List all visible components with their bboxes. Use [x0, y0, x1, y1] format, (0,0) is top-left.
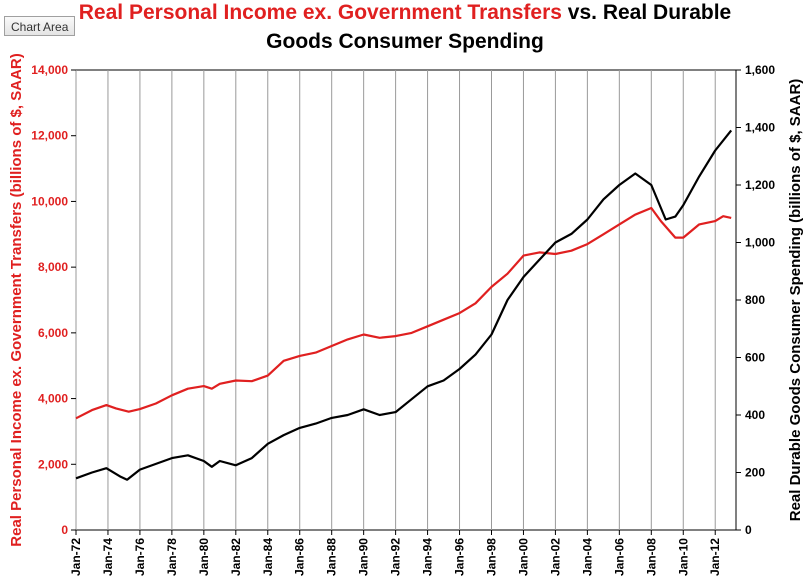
chart-title-red-part: Real Personal Income ex. Government Tran… [78, 1, 562, 24]
right-axis-title: Real Durable Goods Consumer Spending (bi… [787, 79, 804, 522]
x-tick-label: Jan-74 [101, 538, 115, 576]
right-tick-label: 1,400 [745, 121, 775, 135]
x-tick-label: Jan-08 [644, 538, 658, 576]
right-axis-ticks: 0 200 400 600 800 1,000 1,200 1,400 1,600 [736, 63, 775, 537]
left-tick-label: 12,000 [31, 129, 68, 143]
chart-title-line2: Goods Consumer Spending [266, 30, 544, 53]
x-tick-label: Jan-78 [165, 538, 179, 576]
right-tick-label: 600 [745, 351, 765, 365]
right-tick-label: 1,200 [745, 178, 775, 192]
x-tick-label: Jan-94 [421, 538, 435, 576]
x-tick-label: Jan-88 [325, 538, 339, 576]
chart-title-black-part: vs. Real Durable [561, 1, 732, 24]
x-tick-label: Jan-92 [389, 538, 403, 576]
left-axis-title: Real Personal Income ex. Government Tran… [8, 53, 25, 546]
x-tick-label: Jan-72 [69, 538, 83, 576]
left-tick-label: 4,000 [38, 392, 68, 406]
series-lines [75, 129, 733, 481]
plot-area [75, 69, 737, 531]
x-tick-label: Jan-02 [548, 538, 562, 576]
right-tick-label: 800 [745, 293, 765, 307]
x-axis-ticks: Jan-72 Jan-74 Jan-76 Jan-78 Jan-80 Jan-82 Jan-… [69, 530, 722, 576]
left-tick-label: 6,000 [38, 326, 68, 340]
x-tick-label: Jan-90 [357, 538, 371, 576]
right-tick-label: 400 [745, 408, 765, 422]
x-tick-label: Jan-12 [708, 538, 722, 576]
right-tick-label: 1,000 [745, 236, 775, 250]
x-tick-label: Jan-82 [229, 538, 243, 576]
chart-title-line1: Real Personal Income ex. Government Tran… [60, 1, 750, 25]
left-tick-label: 0 [61, 523, 68, 537]
x-tick-label: Jan-76 [133, 538, 147, 576]
x-tick-label: Jan-84 [261, 538, 275, 576]
x-tick-label: Jan-80 [197, 538, 211, 576]
left-tick-label: 2,000 [38, 457, 68, 471]
left-tick-label: 10,000 [31, 194, 68, 208]
right-tick-label: 0 [745, 523, 752, 537]
left-tick-label: 14,000 [31, 63, 68, 77]
x-tick-label: Jan-98 [484, 538, 498, 576]
x-tick-label: Jan-96 [453, 538, 467, 576]
x-tick-label: Jan-10 [676, 538, 690, 576]
x-tick-label: Jan-86 [293, 538, 307, 576]
left-axis-ticks: 0 2,000 4,000 6,000 8,000 10,000 12,000 14,000 [31, 63, 76, 537]
series-income-line [75, 206, 732, 420]
x-tick-label: Jan-06 [612, 538, 626, 576]
right-tick-label: 200 [745, 466, 765, 480]
series-durables-line [75, 129, 733, 481]
x-tick-label: Jan-04 [580, 538, 594, 576]
vertical-gridlines [75, 70, 716, 530]
left-tick-label: 8,000 [38, 260, 68, 274]
x-tick-label: Jan-00 [516, 538, 530, 576]
chart-area-button[interactable]: Chart Area [4, 16, 76, 36]
right-tick-label: 1,600 [745, 63, 775, 77]
